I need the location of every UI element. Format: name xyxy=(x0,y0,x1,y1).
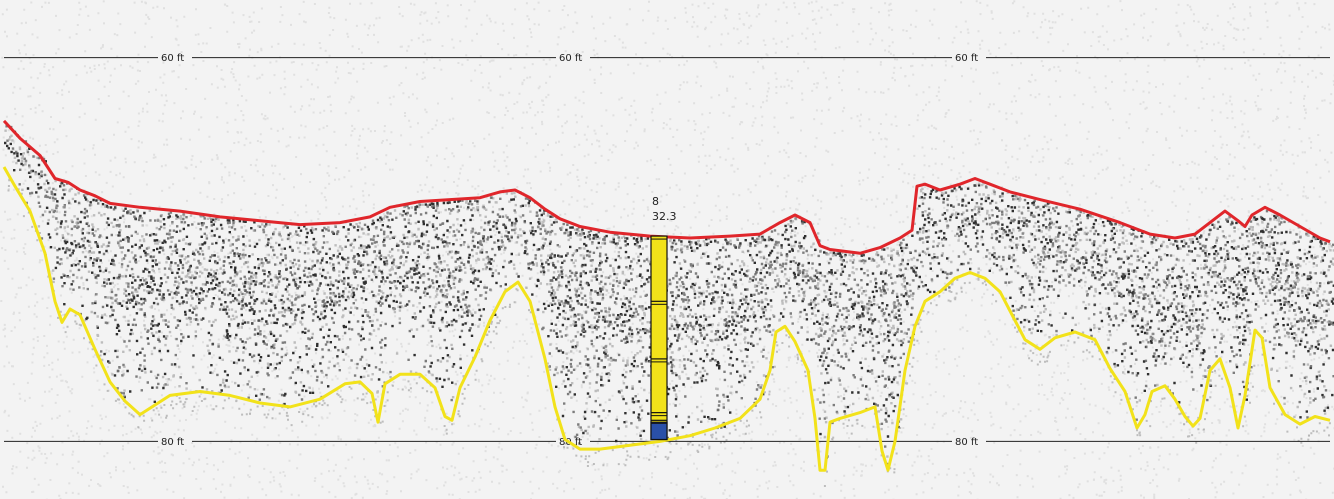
core-value-label: 32.3 xyxy=(652,210,677,223)
echo-strong xyxy=(4,130,1334,459)
surface-line xyxy=(2,119,1331,255)
core-body xyxy=(650,235,668,441)
sediment-core: 832.3 xyxy=(650,195,677,441)
depth-label: 60 ft xyxy=(955,53,978,64)
bottom-line xyxy=(2,166,1331,472)
core-id-label: 8 xyxy=(652,195,659,208)
core-bottom-segment xyxy=(650,421,668,441)
depth-label: 80 ft xyxy=(161,437,184,448)
depth-label: 60 ft xyxy=(559,53,582,64)
echo-medium xyxy=(5,125,1334,466)
echo-returns xyxy=(4,125,1334,487)
depth-label: 60 ft xyxy=(161,53,184,64)
echo-weak xyxy=(4,129,1334,487)
depth-label: 80 ft xyxy=(955,437,978,448)
